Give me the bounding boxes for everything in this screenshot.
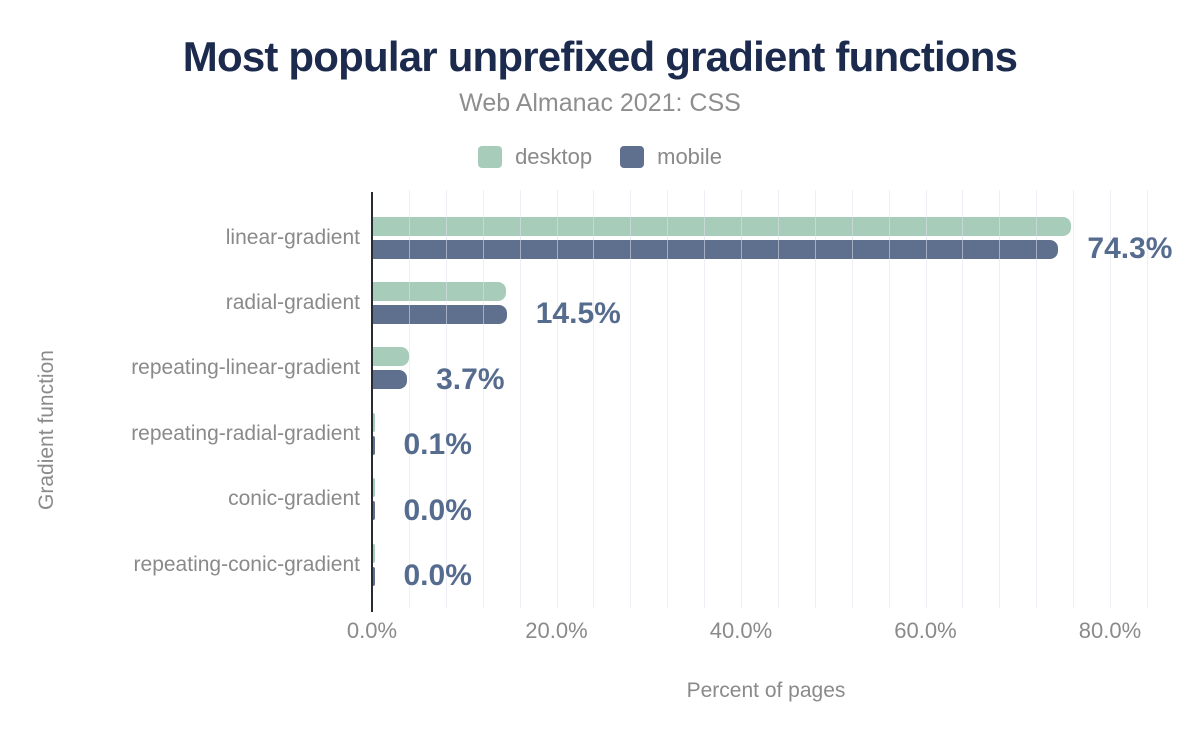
y-axis-title: Gradient function: [35, 350, 58, 510]
gridline: [445, 190, 447, 608]
bar-mobile-linear-gradient: [373, 239, 1059, 259]
chart-legend: desktop mobile: [0, 144, 1200, 170]
value-label-repeating-conic-gradient: 0.0%: [403, 559, 472, 592]
gridline: [888, 190, 890, 608]
chart-subtitle: Web Almanac 2021: CSS: [459, 89, 741, 117]
gridline: [630, 190, 632, 608]
gridline: [999, 190, 1001, 608]
value-label-radial-gradient: 14.5%: [535, 297, 621, 331]
category-label-linear-gradient: linear-gradient: [225, 225, 360, 249]
value-label-repeating-linear-gradient: 3.7%: [436, 362, 505, 396]
gridline: [1036, 190, 1038, 608]
bar-desktop-repeating-conic-gradient: [373, 543, 375, 563]
x-tick-label-80: 80.0%: [1078, 618, 1142, 643]
gridline: [851, 190, 853, 608]
gridline: [777, 190, 779, 608]
legend-label-desktop: desktop: [515, 144, 593, 169]
bar-mobile-repeating-radial-gradient: [373, 435, 375, 455]
x-tick-label-20: 20.0%: [525, 618, 588, 643]
value-label-linear-gradient: 74.3%: [1087, 232, 1173, 265]
x-tick-label-60: 60.0%: [894, 618, 957, 643]
gridline: [556, 190, 558, 608]
gridline: [1110, 190, 1111, 608]
bar-desktop-repeating-radial-gradient: [373, 412, 375, 432]
x-tick-label-0: 0.0%: [346, 618, 398, 643]
bar-desktop-radial-gradient: [373, 281, 506, 301]
category-label-repeating-conic-gradient: repeating-conic-gradient: [133, 552, 360, 576]
gridline: [593, 190, 595, 608]
gridline: [1146, 190, 1148, 608]
gridline: [408, 190, 410, 608]
x-tick-label-40: 40.0%: [709, 618, 773, 643]
gridline: [962, 190, 964, 608]
gridline: [704, 190, 706, 608]
chart-title: Most popular unprefixed gradient functio…: [182, 33, 1018, 80]
value-label-conic-gradient: 0.0%: [403, 493, 472, 527]
gridline: [667, 190, 669, 608]
legend-swatch-desktop: [478, 146, 503, 168]
gridline: [925, 190, 927, 608]
y-axis-line: [371, 192, 373, 612]
category-label-conic-gradient: conic-gradient: [228, 487, 360, 511]
gridline: [519, 190, 521, 608]
legend-swatch-mobile: [620, 146, 645, 168]
bar-mobile-radial-gradient: [373, 304, 507, 324]
bar-desktop-linear-gradient: [373, 216, 1072, 236]
bar-mobile-repeating-linear-gradient: [373, 370, 408, 390]
legend-item-desktop: desktop: [478, 144, 592, 170]
bar-mobile-repeating-conic-gradient: [373, 566, 375, 586]
category-label-repeating-radial-gradient: repeating-radial-gradient: [131, 421, 360, 445]
x-axis-title: Percent of pages: [686, 679, 846, 702]
category-label-radial-gradient: radial-gradient: [225, 290, 360, 314]
gridline: [482, 190, 484, 608]
plot-area: linear-gradient 74.3% radial-gradient 14.5%…: [0, 190, 1200, 670]
gridline: [1073, 190, 1075, 608]
legend-item-mobile: mobile: [620, 144, 722, 170]
bar-desktop-conic-gradient: [373, 478, 375, 498]
category-label-repeating-linear-gradient: repeating-linear-gradient: [131, 356, 360, 380]
legend-label-mobile: mobile: [657, 144, 722, 169]
value-label-repeating-radial-gradient: 0.1%: [403, 428, 472, 462]
bar-mobile-conic-gradient: [373, 501, 375, 521]
bar-desktop-repeating-linear-gradient: [373, 347, 409, 367]
gridline: [814, 190, 816, 608]
gridline: [741, 190, 742, 608]
